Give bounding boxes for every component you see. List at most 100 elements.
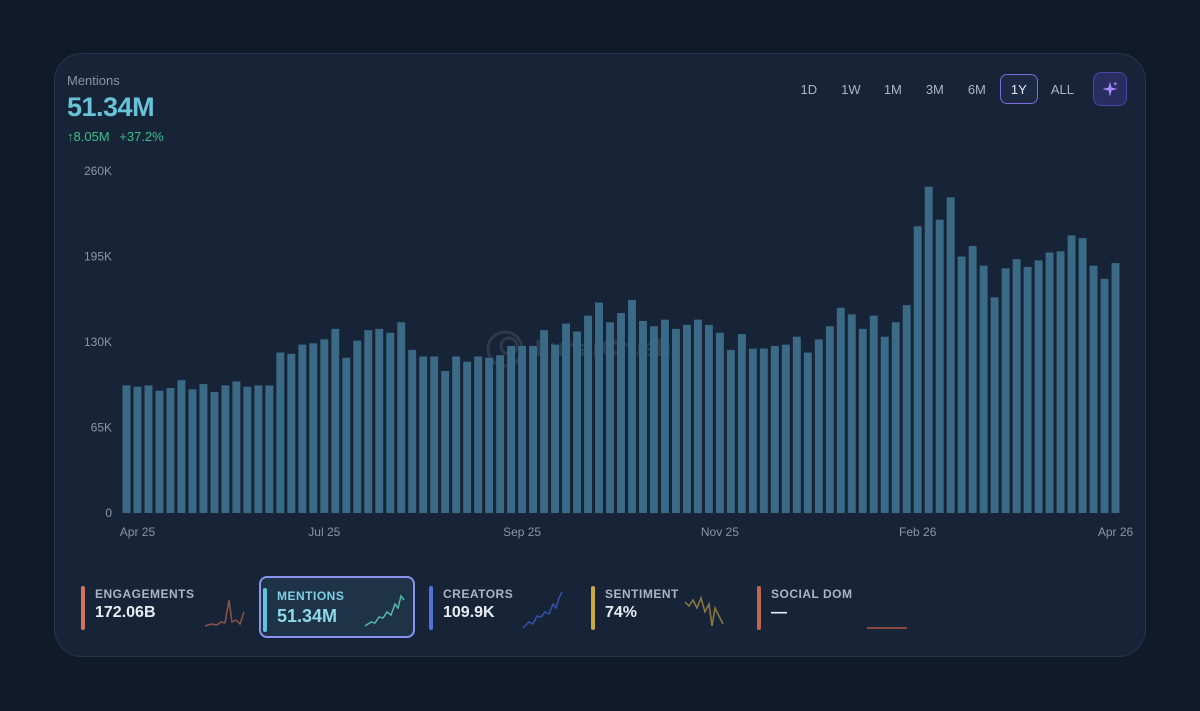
range-all-button[interactable]: ALL	[1050, 81, 1074, 97]
bar[interactable]	[661, 319, 669, 513]
bar[interactable]	[166, 388, 175, 513]
tab-engagements[interactable]: ENGAGEMENTS 172.06B	[79, 576, 249, 638]
bar[interactable]	[397, 322, 406, 513]
bar[interactable]	[518, 345, 527, 513]
bar[interactable]	[254, 385, 263, 513]
bar[interactable]	[704, 324, 713, 513]
range-1y-button[interactable]: 1Y	[999, 74, 1038, 104]
bar[interactable]	[309, 343, 318, 513]
bar[interactable]	[287, 353, 296, 513]
bar[interactable]	[342, 357, 351, 513]
bar[interactable]	[243, 386, 252, 513]
bar[interactable]	[979, 265, 988, 513]
bar[interactable]	[298, 344, 307, 513]
bar[interactable]	[946, 197, 955, 513]
bar[interactable]	[210, 391, 219, 513]
bar[interactable]	[1078, 238, 1087, 513]
bar[interactable]	[924, 186, 933, 513]
bar[interactable]	[617, 313, 625, 513]
bar[interactable]	[650, 326, 658, 513]
bar[interactable]	[276, 352, 285, 513]
bar[interactable]	[221, 385, 230, 513]
bar[interactable]	[155, 390, 164, 513]
tab-sentiment[interactable]: SENTIMENT 74%	[589, 576, 739, 638]
bar[interactable]	[419, 356, 428, 513]
bar[interactable]	[748, 348, 757, 513]
bar[interactable]	[606, 322, 614, 513]
bar[interactable]	[562, 323, 571, 513]
bar[interactable]	[682, 324, 691, 513]
range-1m-button[interactable]: 1M	[883, 81, 902, 97]
bar[interactable]	[957, 256, 966, 514]
bar[interactable]	[858, 328, 867, 513]
bar[interactable]	[584, 315, 592, 513]
bar[interactable]	[1001, 268, 1010, 513]
bar[interactable]	[474, 356, 483, 513]
bar[interactable]	[803, 352, 812, 513]
bar[interactable]	[199, 384, 208, 513]
bar[interactable]	[913, 226, 922, 513]
bar[interactable]	[935, 219, 944, 514]
bar[interactable]	[792, 336, 801, 513]
bar[interactable]	[825, 326, 834, 513]
bar[interactable]	[595, 302, 603, 513]
bar[interactable]	[880, 336, 889, 513]
bar[interactable]	[639, 320, 647, 513]
bar[interactable]	[551, 344, 560, 513]
bar[interactable]	[177, 380, 186, 513]
range-6m-button[interactable]: 6M	[967, 81, 986, 97]
tab-social-dom[interactable]: SOCIAL DOM —	[755, 576, 925, 638]
bar[interactable]	[1111, 263, 1120, 513]
bar[interactable]	[715, 332, 724, 513]
bar[interactable]	[375, 328, 384, 513]
bar[interactable]	[265, 385, 274, 513]
bar[interactable]	[628, 299, 636, 513]
bar[interactable]	[188, 389, 197, 513]
bar[interactable]	[430, 356, 439, 513]
bar[interactable]	[232, 381, 241, 513]
bar[interactable]	[1067, 235, 1076, 513]
bar[interactable]	[1023, 267, 1032, 513]
bar[interactable]	[726, 349, 735, 513]
bar[interactable]	[770, 345, 779, 513]
bar[interactable]	[990, 297, 999, 513]
bar[interactable]	[133, 386, 142, 513]
bar[interactable]	[144, 385, 153, 513]
bar[interactable]	[485, 357, 494, 513]
bar[interactable]	[1100, 278, 1109, 513]
bar[interactable]	[540, 330, 549, 513]
bar[interactable]	[507, 345, 516, 513]
bar[interactable]	[573, 331, 581, 513]
bar[interactable]	[759, 348, 768, 513]
bar[interactable]	[496, 355, 505, 513]
bar[interactable]	[968, 245, 977, 514]
bar[interactable]	[408, 349, 417, 513]
bar[interactable]	[452, 356, 461, 513]
tab-creators[interactable]: CREATORS 109.9K	[427, 576, 577, 638]
ai-insights-button[interactable]	[1093, 72, 1127, 106]
bar[interactable]	[1045, 252, 1054, 514]
tab-mentions[interactable]: MENTIONS 51.34M	[259, 576, 415, 638]
bar[interactable]	[902, 305, 911, 513]
bar[interactable]	[1012, 259, 1021, 513]
bar[interactable]	[320, 339, 329, 513]
bar[interactable]	[364, 330, 373, 513]
bar[interactable]	[331, 328, 340, 513]
bar[interactable]	[836, 307, 845, 513]
bar[interactable]	[1089, 265, 1098, 513]
bar[interactable]	[781, 344, 790, 513]
bar[interactable]	[671, 328, 680, 513]
bar[interactable]	[869, 315, 878, 513]
bar[interactable]	[463, 361, 472, 513]
bar[interactable]	[353, 340, 362, 513]
bar[interactable]	[441, 370, 450, 513]
bar[interactable]	[122, 385, 131, 513]
bar[interactable]	[737, 334, 746, 513]
bar[interactable]	[847, 314, 856, 513]
bar[interactable]	[891, 322, 900, 513]
range-3m-button[interactable]: 3M	[925, 81, 944, 97]
bar[interactable]	[529, 345, 538, 513]
bar[interactable]	[693, 319, 702, 513]
range-1w-button[interactable]: 1W	[841, 81, 861, 97]
range-1d-button[interactable]: 1D	[800, 81, 818, 97]
